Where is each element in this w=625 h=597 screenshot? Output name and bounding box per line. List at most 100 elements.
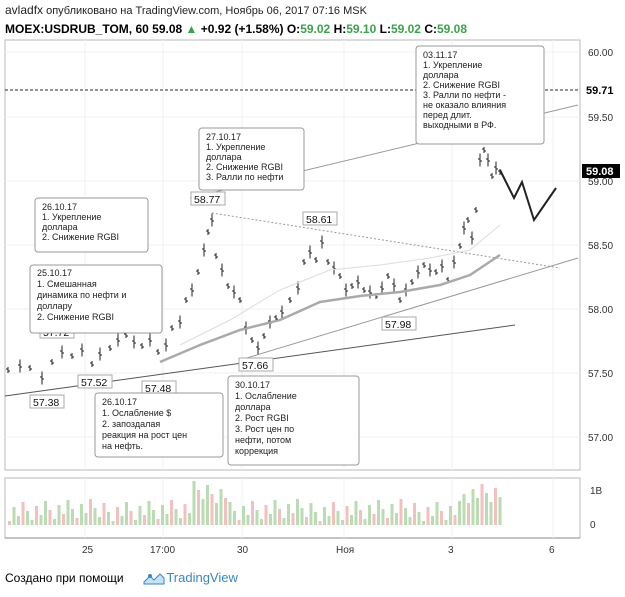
svg-text:динамика по нефти и: динамика по нефти и	[37, 290, 126, 300]
svg-text:1. Ослабление: 1. Ослабление	[235, 391, 297, 401]
note-callout: 27.10.17 1. Укрепление доллара 2. Снижен…	[198, 127, 305, 191]
price-label: 57.66	[238, 357, 274, 372]
time-axis: 25 17:00 30 Ноя 3 6	[82, 545, 555, 556]
svg-text:27.10.17: 27.10.17	[206, 132, 241, 142]
price-tick: 60.00	[588, 48, 613, 59]
note-callout: 25.10.17 1. Смешанная динамика по нефти …	[29, 264, 163, 334]
volume-bars	[8, 481, 502, 525]
price-badge-dashed: 59.71	[582, 83, 620, 97]
close-value: 59.08	[436, 22, 468, 36]
low-value: 59.02	[390, 22, 421, 36]
low-label: L:	[379, 22, 391, 36]
svg-text:2. Рост RGBI: 2. Рост RGBI	[235, 413, 289, 423]
time-tick: Ноя	[336, 545, 354, 556]
svg-text:1. Ослабление $: 1. Ослабление $	[102, 408, 171, 418]
publish-line: avladfx опубликовано на TradingView.com,…	[5, 3, 367, 17]
price-badge-last: 59.08	[582, 164, 620, 178]
svg-text:2. Снижение RGBI: 2. Снижение RGBI	[423, 80, 500, 90]
footer: Создано при помощи TradingView	[5, 570, 238, 585]
svg-text:доллара: доллара	[423, 70, 459, 80]
svg-text:выходными в РФ.: выходными в РФ.	[423, 120, 496, 130]
time-tick: 25	[82, 545, 94, 556]
svg-text:реакция на рост цен: реакция на рост цен	[102, 430, 187, 440]
svg-text:1. Укрепление: 1. Укрепление	[206, 142, 265, 152]
price-label: 57.38	[29, 394, 65, 409]
open-value: 59.02	[300, 22, 331, 36]
symbol-line: MOEX:USDRUB_TOM, 60 59.08 ▲ +0.92 (+1.58…	[5, 22, 467, 36]
price-axis: 60.00 59.50 59.00 58.50 58.00 57.50 57.0…	[588, 48, 613, 531]
price-tick: 58.00	[588, 305, 613, 316]
svg-text:3. Ралли по нефти -: 3. Ралли по нефти -	[423, 90, 506, 100]
svg-text:перед длит.: перед длит.	[423, 110, 472, 120]
svg-text:не оказало влияния: не оказало влияния	[423, 100, 506, 110]
created-with-text: Создано при помощи	[5, 571, 124, 585]
price-tick: 59.00	[588, 177, 613, 188]
time-tick: 6	[549, 545, 555, 556]
svg-text:нефти, потом: нефти, потом	[235, 435, 291, 445]
volume-pane	[4, 477, 581, 539]
tradingview-logo-icon[interactable]	[143, 573, 165, 585]
open-label: O:	[286, 22, 301, 36]
price-tick: 58.50	[588, 241, 613, 252]
svg-text:59.08: 59.08	[586, 166, 614, 178]
high-label: H:	[333, 22, 347, 36]
price-change: +0.92 (+1.58%)	[200, 22, 284, 36]
svg-text:доллара: доллара	[235, 402, 271, 412]
volume-tick: 0	[590, 520, 596, 531]
symbol-name[interactable]: MOEX:USDRUB_TOM, 60	[5, 22, 149, 36]
time-tick: 3	[448, 545, 454, 556]
svg-text:2. Снижение RGBI: 2. Снижение RGBI	[42, 232, 119, 242]
svg-text:59.71: 59.71	[586, 85, 614, 97]
svg-text:1. Укрепление: 1. Укрепление	[42, 212, 101, 222]
price-bars	[6, 147, 502, 385]
svg-text:3. Ралли по нефти: 3. Ралли по нефти	[206, 172, 283, 182]
note-callout: 30.10.17 1. Ослабление доллара 2. Рост R…	[227, 375, 360, 466]
price-label: 58.77	[190, 191, 226, 206]
svg-text:1. Смешанная: 1. Смешанная	[37, 279, 97, 289]
up-arrow-icon: ▲	[185, 22, 198, 36]
time-tick: 30	[237, 545, 249, 556]
svg-text:57.52: 57.52	[81, 377, 107, 389]
price-label: 57.98	[381, 316, 417, 331]
svg-text:57.48: 57.48	[145, 383, 171, 395]
svg-text:2. Снижение RGBI: 2. Снижение RGBI	[206, 162, 283, 172]
svg-text:доллара: доллара	[206, 152, 242, 162]
svg-text:доллару: доллару	[37, 301, 72, 311]
svg-text:доллара: доллара	[42, 222, 78, 232]
publish-info: опубликовано на TradingView.com, Ноябрь …	[46, 5, 367, 17]
close-label: C:	[424, 22, 437, 36]
svg-text:03.11.17: 03.11.17	[423, 50, 457, 60]
svg-text:26.10.17: 26.10.17	[102, 397, 137, 407]
price-label: 57.52	[77, 374, 113, 389]
svg-text:58.77: 58.77	[194, 194, 220, 206]
tradingview-link[interactable]: TradingView	[166, 570, 238, 585]
time-tick: 17:00	[150, 545, 175, 556]
note-callout: 26.10.17 1. Ослабление $ 2. запоздалая р…	[94, 392, 224, 458]
svg-text:2. запоздалая: 2. запоздалая	[102, 419, 160, 429]
price-tick: 57.50	[588, 369, 613, 380]
note-callout: 26.10.17 1. Укрепление доллара 2. Снижен…	[34, 197, 149, 253]
svg-text:коррекция: коррекция	[235, 446, 278, 456]
volume-tick: 1B	[590, 486, 603, 497]
price-tick: 57.00	[588, 433, 613, 444]
svg-text:3. Рост цен по: 3. Рост цен по	[235, 424, 294, 434]
svg-text:57.98: 57.98	[385, 319, 411, 331]
price-tick: 59.50	[588, 113, 613, 124]
svg-text:57.66: 57.66	[242, 360, 268, 372]
svg-text:30.10.17: 30.10.17	[235, 380, 270, 390]
svg-text:26.10.17: 26.10.17	[42, 202, 77, 212]
projection-path	[499, 169, 557, 223]
svg-text:25.10.17: 25.10.17	[37, 268, 72, 278]
note-callout: 03.11.17 1. Укрепление доллара 2. Снижен…	[415, 45, 545, 145]
svg-text:58.61: 58.61	[306, 214, 332, 226]
svg-text:на нефть.: на нефть.	[102, 441, 143, 451]
svg-text:57.38: 57.38	[33, 397, 59, 409]
price-label: 58.61	[302, 211, 338, 226]
high-value: 59.10	[346, 22, 377, 36]
svg-text:2. Снижение RGBI: 2. Снижение RGBI	[37, 312, 114, 322]
author-link[interactable]: avladfx	[5, 3, 44, 17]
last-price: 59.08	[152, 22, 183, 36]
price-label: 57.48	[141, 380, 177, 395]
svg-text:1. Укрепление: 1. Укрепление	[423, 60, 482, 70]
